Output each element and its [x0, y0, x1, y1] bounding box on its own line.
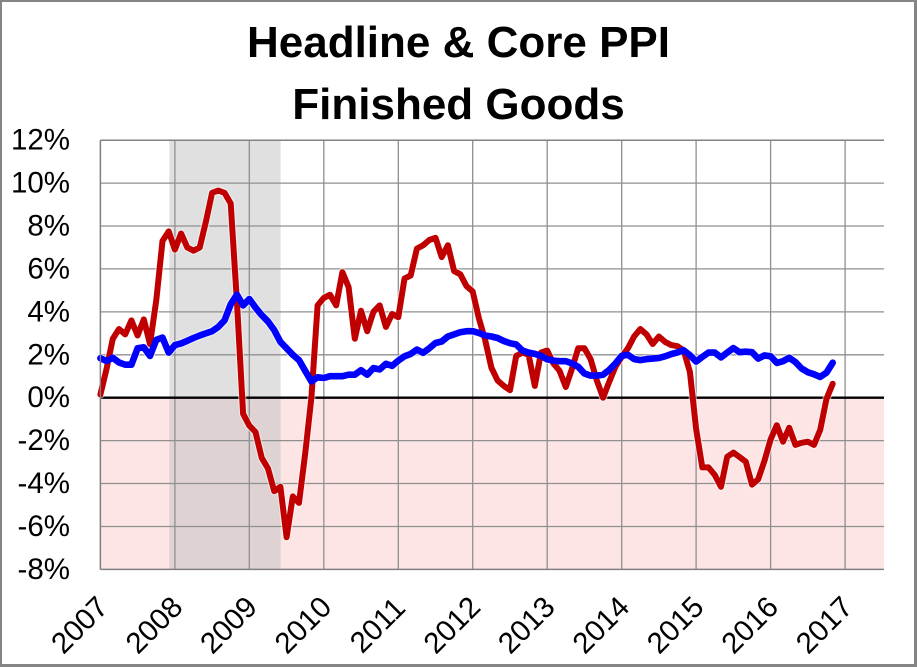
svg-text:-2%: -2%: [18, 424, 70, 457]
svg-text:4%: 4%: [27, 295, 70, 328]
svg-text:2%: 2%: [27, 338, 70, 371]
svg-text:2017: 2017: [790, 590, 860, 660]
svg-text:2009: 2009: [194, 590, 264, 660]
svg-text:2007: 2007: [45, 590, 115, 660]
svg-text:-8%: -8%: [18, 553, 70, 586]
svg-text:10%: 10%: [11, 167, 70, 200]
svg-text:2012: 2012: [417, 590, 487, 660]
svg-text:2008: 2008: [120, 590, 190, 660]
svg-text:8%: 8%: [27, 210, 70, 243]
svg-text:2011: 2011: [344, 591, 412, 659]
svg-text:2016: 2016: [715, 590, 785, 660]
svg-text:-6%: -6%: [18, 510, 70, 543]
svg-text:2010: 2010: [268, 590, 338, 660]
svg-text:2014: 2014: [566, 590, 636, 660]
svg-text:6%: 6%: [27, 252, 70, 285]
svg-text:2013: 2013: [492, 590, 562, 660]
svg-text:0%: 0%: [27, 381, 70, 414]
svg-text:-4%: -4%: [18, 467, 70, 500]
svg-text:2015: 2015: [641, 590, 711, 660]
svg-text:12%: 12%: [11, 124, 70, 157]
